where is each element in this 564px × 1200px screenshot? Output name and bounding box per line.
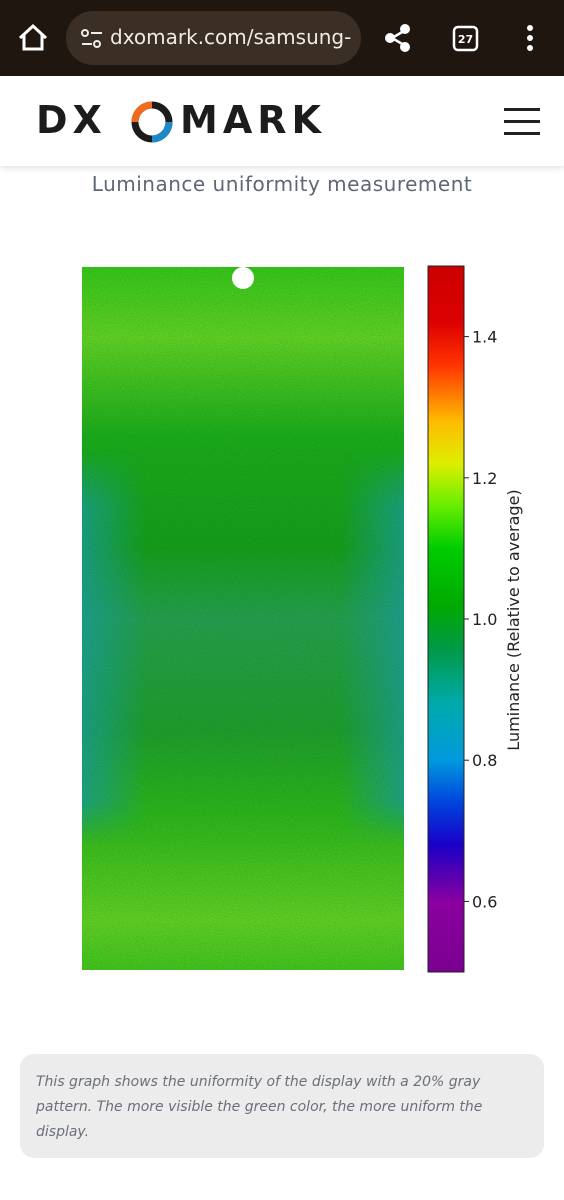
url-text: dxomark.com/samsung- xyxy=(110,25,352,49)
share-dot xyxy=(400,42,410,52)
tabs-button[interactable] xyxy=(452,25,479,52)
share-dot xyxy=(385,33,395,43)
colorbar xyxy=(427,265,465,973)
logo-left[interactable]: DX xyxy=(36,98,107,142)
colorbar-label: Luminance (Relative to average) xyxy=(504,489,523,750)
browser-toolbar: 27 dxomark.com/samsung- xyxy=(0,0,564,76)
camera-cutout xyxy=(232,267,254,289)
luminance-figure: Luminance (Relative to average) 0.6 0.8 1.… xyxy=(82,265,523,973)
figure-title: Luminance uniformity measurement xyxy=(91,172,473,196)
logo-ring xyxy=(131,101,173,143)
share-dot xyxy=(400,24,410,34)
menu-button[interactable] xyxy=(504,108,544,138)
toolbar-icons: 27 xyxy=(18,23,533,52)
menu-dot xyxy=(527,45,533,51)
site-info-icon[interactable] xyxy=(78,24,108,54)
url-bar[interactable]: dxomark.com/samsung- xyxy=(66,11,361,65)
caption: This graph shows the uniformity of the d… xyxy=(20,1054,544,1158)
menu-dot[interactable] xyxy=(527,25,533,31)
site-header: DX MARK xyxy=(0,76,564,166)
menu-dot xyxy=(527,35,533,41)
colorbar-tick-label: 1.0 xyxy=(472,610,497,629)
colorbar-tick-label: 1.4 xyxy=(472,328,497,347)
tab-count: 27 xyxy=(458,33,473,46)
colorbar-tick-label: 0.6 xyxy=(472,892,497,911)
colorbar-tick-label: 1.2 xyxy=(472,469,497,488)
home-button[interactable] xyxy=(18,23,48,51)
logo-right[interactable]: MARK xyxy=(180,98,326,142)
colorbar-tick-label: 0.8 xyxy=(472,751,497,770)
heatmap xyxy=(82,267,404,970)
